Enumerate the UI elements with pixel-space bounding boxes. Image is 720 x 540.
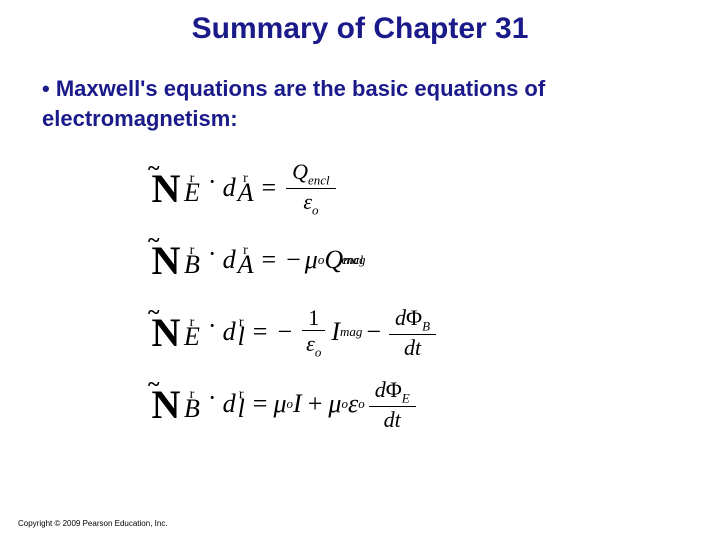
equation-faraday: N r E · d r l = − 1 εo Imag − dΦB dt [150,301,720,363]
bullet-text: • Maxwell's equations are the basic equa… [0,46,720,133]
slide-title: Summary of Chapter 31 [0,0,720,46]
vector-dA: r A [238,174,254,202]
equation-gauss-e: N r E · d r A = Qencl εo [150,157,720,219]
vector-dA: r A [238,246,254,274]
vector-E: r E [184,318,200,346]
equation-gauss-b: N r B · d r A = − μo Qmagencl [150,229,720,291]
vector-B: r B [184,246,200,274]
integral-icon: N [150,165,182,212]
integral-icon: N [150,381,182,428]
fraction: 1 εo [300,306,327,359]
fraction: dΦE dt [369,378,416,431]
vector-dl: r l [238,390,245,418]
vector-B: r B [184,390,200,418]
fraction: Qencl εo [286,160,336,217]
copyright-text: Copyright © 2009 Pearson Education, Inc. [18,519,168,528]
equations-block: N r E · d r A = Qencl εo N r B · d r A =… [0,133,720,435]
equation-ampere: N r B · d r l = μo I + μo εo dΦE dt [150,373,720,435]
vector-dl: r l [238,318,245,346]
fraction: dΦB dt [389,306,436,359]
integral-icon: N [150,309,182,356]
vector-E: r E [184,174,200,202]
integral-icon: N [150,237,182,284]
